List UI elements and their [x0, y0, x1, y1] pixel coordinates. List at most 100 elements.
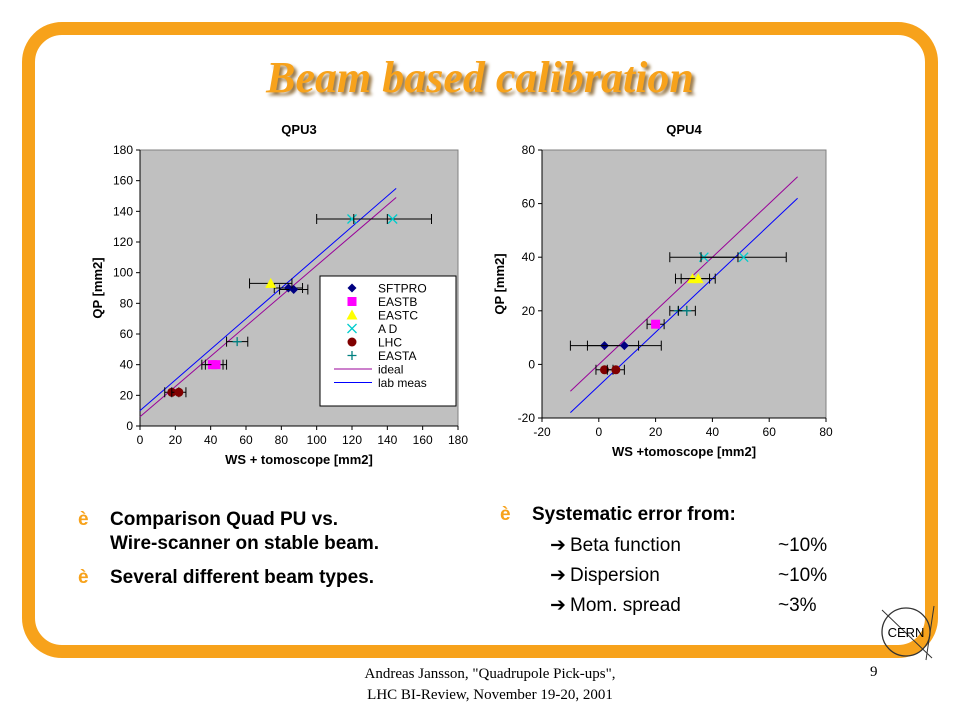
x-tick-label: 140: [377, 433, 397, 447]
left-bullets: è Comparison Quad PU vs. Wire-scanner on…: [78, 508, 478, 600]
sub-arrow-icon: ➔: [550, 595, 566, 616]
x-tick-label: 80: [275, 433, 289, 447]
y-tick-label: 0: [528, 357, 535, 371]
data-point: [211, 360, 221, 370]
bullet-heading: Systematic error from:: [532, 504, 736, 525]
data-point: [738, 252, 749, 263]
error-value: ~10%: [778, 565, 828, 586]
bullet-text: Comparison Quad PU vs.: [110, 509, 339, 530]
data-point: [232, 337, 242, 347]
y-tick-label: 40: [120, 358, 134, 372]
legend-label: SFTPRO: [378, 282, 427, 296]
legend-label: EASTB: [378, 295, 417, 309]
series-line: [570, 197, 798, 414]
bullet-text: Wire-scanner on stable beam.: [110, 533, 380, 554]
bullet-comparison: è Comparison Quad PU vs. Wire-scanner on…: [78, 508, 478, 556]
bullet-systematic-error: è Systematic error from:: [500, 503, 880, 527]
y-tick-label: 60: [120, 327, 134, 341]
chart-title: QPU4: [666, 122, 702, 137]
data-point: [611, 365, 621, 375]
y-tick-label: 20: [522, 304, 536, 318]
error-item-beta: ➔ Beta function ~10%: [550, 531, 880, 561]
y-tick-label: 80: [522, 143, 536, 157]
bullet-arrow-icon: è: [500, 504, 511, 525]
data-point: [692, 273, 704, 284]
bullet-beam-types: è Several different beam types.: [78, 566, 478, 590]
legend-label: LHC: [378, 336, 402, 350]
y-tick-label: 100: [113, 266, 133, 280]
chart-qpu3: 0 20 40 60 80 100 120 140 160 180 0 20 40 60 80 100 120 1…: [90, 122, 468, 467]
legend-label: EASTC: [378, 309, 418, 323]
y-tick-label: 20: [120, 388, 134, 402]
legend-marker: [347, 337, 357, 347]
series-line: [570, 176, 798, 392]
y-tick-label: -20: [518, 411, 536, 425]
sub-arrow-icon: ➔: [550, 565, 566, 586]
x-axis-label: WS + tomoscope [mm2]: [225, 452, 373, 467]
x-tick-label: 40: [204, 433, 218, 447]
data-point: [651, 319, 661, 329]
sub-arrow-icon: ➔: [550, 535, 566, 556]
series-line: [139, 187, 397, 412]
legend-label: EASTA: [378, 349, 416, 363]
y-tick-label: 140: [113, 204, 133, 218]
series-line: [139, 197, 397, 418]
x-tick-label: 20: [649, 425, 663, 439]
error-value: ~3%: [778, 595, 817, 616]
x-tick-label: -20: [533, 425, 551, 439]
legend-label: ideal: [378, 363, 403, 377]
y-axis-label: QP [mm2]: [90, 257, 105, 318]
y-tick-label: 40: [522, 250, 536, 264]
page-number: 9: [870, 664, 878, 680]
legend-marker: [347, 351, 357, 360]
x-tick-label: 40: [706, 425, 720, 439]
error-value: ~10%: [778, 535, 828, 556]
x-tick-label: 0: [595, 425, 602, 439]
error-item-momentum: ➔ Mom. spread ~3%: [550, 591, 880, 621]
x-axis-label: WS +tomoscope [mm2]: [612, 444, 756, 459]
bullet-arrow-icon: è: [78, 567, 89, 588]
y-tick-label: 180: [113, 143, 133, 157]
legend-box: [319, 275, 457, 407]
x-tick-label: 100: [307, 433, 327, 447]
x-tick-label: 80: [819, 425, 833, 439]
data-point: [619, 341, 629, 351]
bullet-arrow-icon: è: [78, 509, 89, 530]
cern-logo: CERN: [881, 605, 935, 661]
data-point: [599, 365, 609, 375]
chart-title: QPU3: [281, 122, 316, 137]
x-tick-label: 0: [137, 433, 144, 447]
y-tick-label: 60: [522, 197, 536, 211]
data-point: [347, 214, 357, 224]
data-point: [682, 306, 692, 316]
y-tick-label: 120: [113, 235, 133, 249]
bullet-text: Several different beam types.: [110, 567, 374, 588]
error-label: Mom. spread: [570, 595, 681, 616]
error-item-dispersion: ➔ Dispersion ~10%: [550, 561, 880, 591]
y-tick-label: 0: [126, 419, 133, 433]
slide-frame: [22, 22, 938, 658]
slide-title: Beam based calibration: [266, 53, 694, 102]
legend-label: A D: [378, 322, 398, 336]
x-tick-label: 60: [763, 425, 777, 439]
right-bullets: è Systematic error from: ➔ Beta function…: [500, 503, 880, 621]
y-tick-label: 80: [120, 296, 134, 310]
data-point: [174, 387, 184, 397]
logo-text: CERN: [888, 625, 925, 640]
x-tick-label: 180: [448, 433, 468, 447]
legend-marker: [347, 283, 357, 293]
legend-marker: [346, 309, 358, 320]
y-axis-label: QP [mm2]: [492, 253, 507, 314]
data-point: [265, 277, 277, 288]
legend-label: lab meas: [378, 376, 427, 390]
legend-marker: [347, 323, 357, 334]
footer-line: LHC BI-Review, November 19-20, 2001: [367, 687, 613, 703]
legend-marker: [347, 297, 357, 306]
x-tick-label: 120: [342, 433, 362, 447]
error-label: Dispersion: [570, 565, 660, 586]
x-tick-label: 160: [413, 433, 433, 447]
data-point: [387, 214, 398, 224]
error-label: Beta function: [570, 535, 681, 556]
footer: Andreas Jansson, "Quadrupole Pick-ups", …: [240, 664, 740, 706]
chart-qpu4: -20 0 20 40 60 80 -20 0 20 40 60 80 QPU4 WS +tomoscop…: [492, 122, 833, 459]
